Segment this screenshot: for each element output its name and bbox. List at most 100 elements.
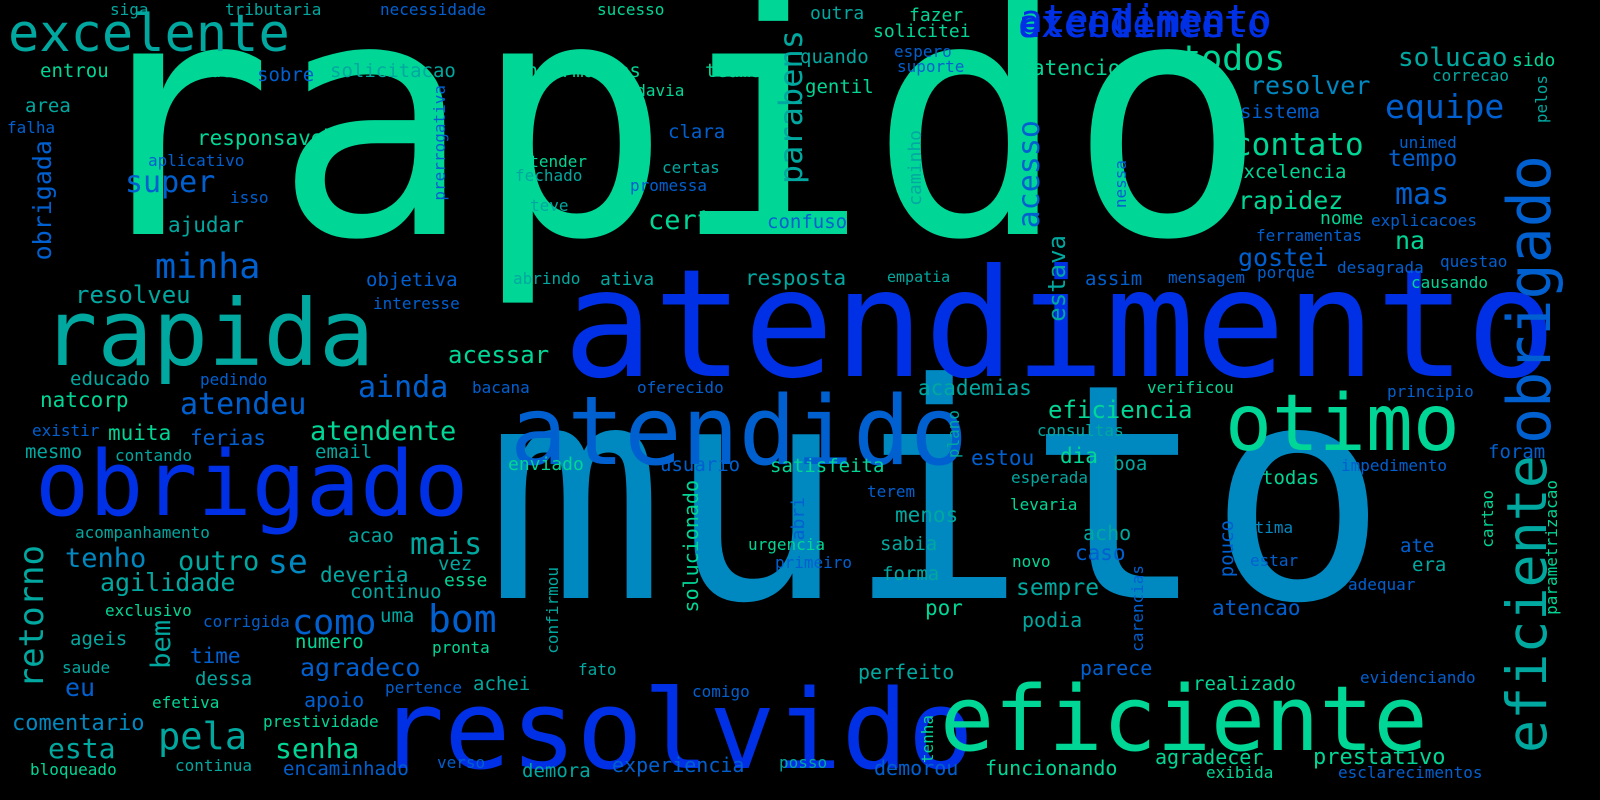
word-solicitei: solicitei <box>873 21 971 42</box>
word-entrou: entrou <box>40 60 109 82</box>
word-por: por <box>925 596 963 620</box>
word-rapida: rapida <box>42 280 375 387</box>
word-verso: verso <box>437 753 486 772</box>
word-atendimento: atendimento <box>1020 0 1272 41</box>
word-parece: parece <box>1080 656 1153 680</box>
word-foram: foram <box>1488 441 1546 463</box>
word-porque: porque <box>1257 263 1315 282</box>
word-forma: forma <box>882 563 940 585</box>
word-senha: senha <box>275 732 360 765</box>
word-unimed: unimed <box>1399 133 1457 152</box>
word-agilidade: agilidade <box>100 568 236 597</box>
word-consultas: consultas <box>1037 421 1124 440</box>
word-ferramentas: ferramentas <box>1256 226 1362 245</box>
word-mensagem: mensagem <box>1168 268 1246 287</box>
word-aplicativo: aplicativo <box>148 151 245 170</box>
word-nessa: nessa <box>1111 160 1130 209</box>
word-nome: nome <box>1320 208 1364 229</box>
word-retorno: retorno <box>12 545 52 689</box>
word-todos: todos <box>1180 39 1286 79</box>
word-tributaria: tributaria <box>225 0 322 19</box>
word-satisfeita: satisfeita <box>770 455 885 477</box>
word-ferias: ferias <box>190 426 266 450</box>
word-eficiencia: eficiencia <box>1048 396 1193 424</box>
word-sistema: sistema <box>1240 101 1321 123</box>
word-muita: muita <box>108 421 172 445</box>
word-caminho: caminho <box>905 130 926 206</box>
word-mesmo: mesmo <box>25 441 83 463</box>
word-resposta: resposta <box>745 266 847 290</box>
word-esperada: esperada <box>1011 468 1089 487</box>
word-clara: clara <box>668 121 726 143</box>
word-acessar: acessar <box>448 341 550 369</box>
word-vez: vez <box>438 553 473 575</box>
word-questao: questao <box>1440 252 1508 271</box>
word-numero: numero <box>295 631 364 653</box>
word-outra: outra <box>810 3 865 24</box>
word-usuario: usuario <box>660 454 741 476</box>
word-pouco: pouco <box>1216 520 1238 578</box>
word-ate: ate <box>1400 535 1435 557</box>
word-sabia: sabia <box>880 533 938 555</box>
word-excelente: excelente <box>1018 2 1224 46</box>
word-pela: pela <box>158 715 248 758</box>
word-terem: terem <box>867 482 916 501</box>
word-encaminhado: encaminhado <box>283 758 409 780</box>
word-minha: minha <box>155 247 261 287</box>
word-urgencia: urgencia <box>748 535 826 554</box>
word-corrigida: corrigida <box>203 612 290 631</box>
word-agradeco: agradeco <box>300 653 421 682</box>
word-fazer: fazer <box>909 5 964 26</box>
word-siga: siga <box>110 0 149 19</box>
word-exibida: exibida <box>1206 763 1274 782</box>
word-super: super <box>125 165 216 200</box>
word-acesso: acesso <box>1012 120 1047 229</box>
word-entender: entender <box>510 152 588 171</box>
word-certas: certas <box>662 158 720 177</box>
word-otima: otima <box>1245 518 1294 537</box>
word-isso: isso <box>230 188 269 207</box>
word-objetiva: objetiva <box>366 269 458 291</box>
word-experiencia: experiencia <box>612 753 745 777</box>
word-quando: quando <box>800 46 869 68</box>
word-teams: teams <box>705 60 763 82</box>
word-perfeito: perfeito <box>858 660 955 684</box>
word-falha: falha <box>7 118 56 137</box>
word-bloqueado: bloqueado <box>30 760 117 779</box>
word-realizado: realizado <box>1193 673 1296 695</box>
word-estava: estava <box>1043 235 1071 322</box>
word-outro: outro <box>178 546 260 577</box>
word-bem: bem <box>146 620 177 669</box>
word-se: se <box>268 542 308 581</box>
word-dessa: dessa <box>195 668 253 690</box>
word-ativa: ativa <box>600 269 655 290</box>
word-saude: saude <box>62 658 111 677</box>
word-todas: todas <box>1262 467 1320 489</box>
word-academias: academias <box>918 376 1032 400</box>
word-demorou: demorou <box>874 756 959 780</box>
word-pronta: pronta <box>432 638 490 657</box>
word-era: era <box>1412 554 1447 576</box>
word-empatia: empatia <box>887 268 951 286</box>
word-time: time <box>190 644 241 668</box>
word-causando: causando <box>1411 273 1489 292</box>
word-sido: sido <box>1512 50 1556 71</box>
word-suporte: suporte <box>897 57 965 76</box>
word-mas: mas <box>1395 177 1450 212</box>
word-ainda: ainda <box>358 370 449 405</box>
word-sucesso: sucesso <box>597 0 665 19</box>
word-atendido: atendido <box>510 377 968 487</box>
word-demora: demora <box>522 760 591 782</box>
word-continuo: continuo <box>350 581 442 603</box>
word-adequar: adequar <box>1348 575 1416 594</box>
word-rapidez: rapidez <box>1238 186 1344 215</box>
word-resolvido: resolvido <box>378 666 975 794</box>
word-correcao: correcao <box>1432 66 1510 85</box>
word-natcorp: natcorp <box>40 388 129 412</box>
word-deveria: deveria <box>320 563 409 587</box>
word-gostei: gostei <box>1238 243 1329 272</box>
word-obrigado: obrigado <box>35 432 469 537</box>
word-menos: menos <box>895 503 959 527</box>
word-na: na <box>1395 226 1426 255</box>
word-espero: espero <box>894 42 952 61</box>
